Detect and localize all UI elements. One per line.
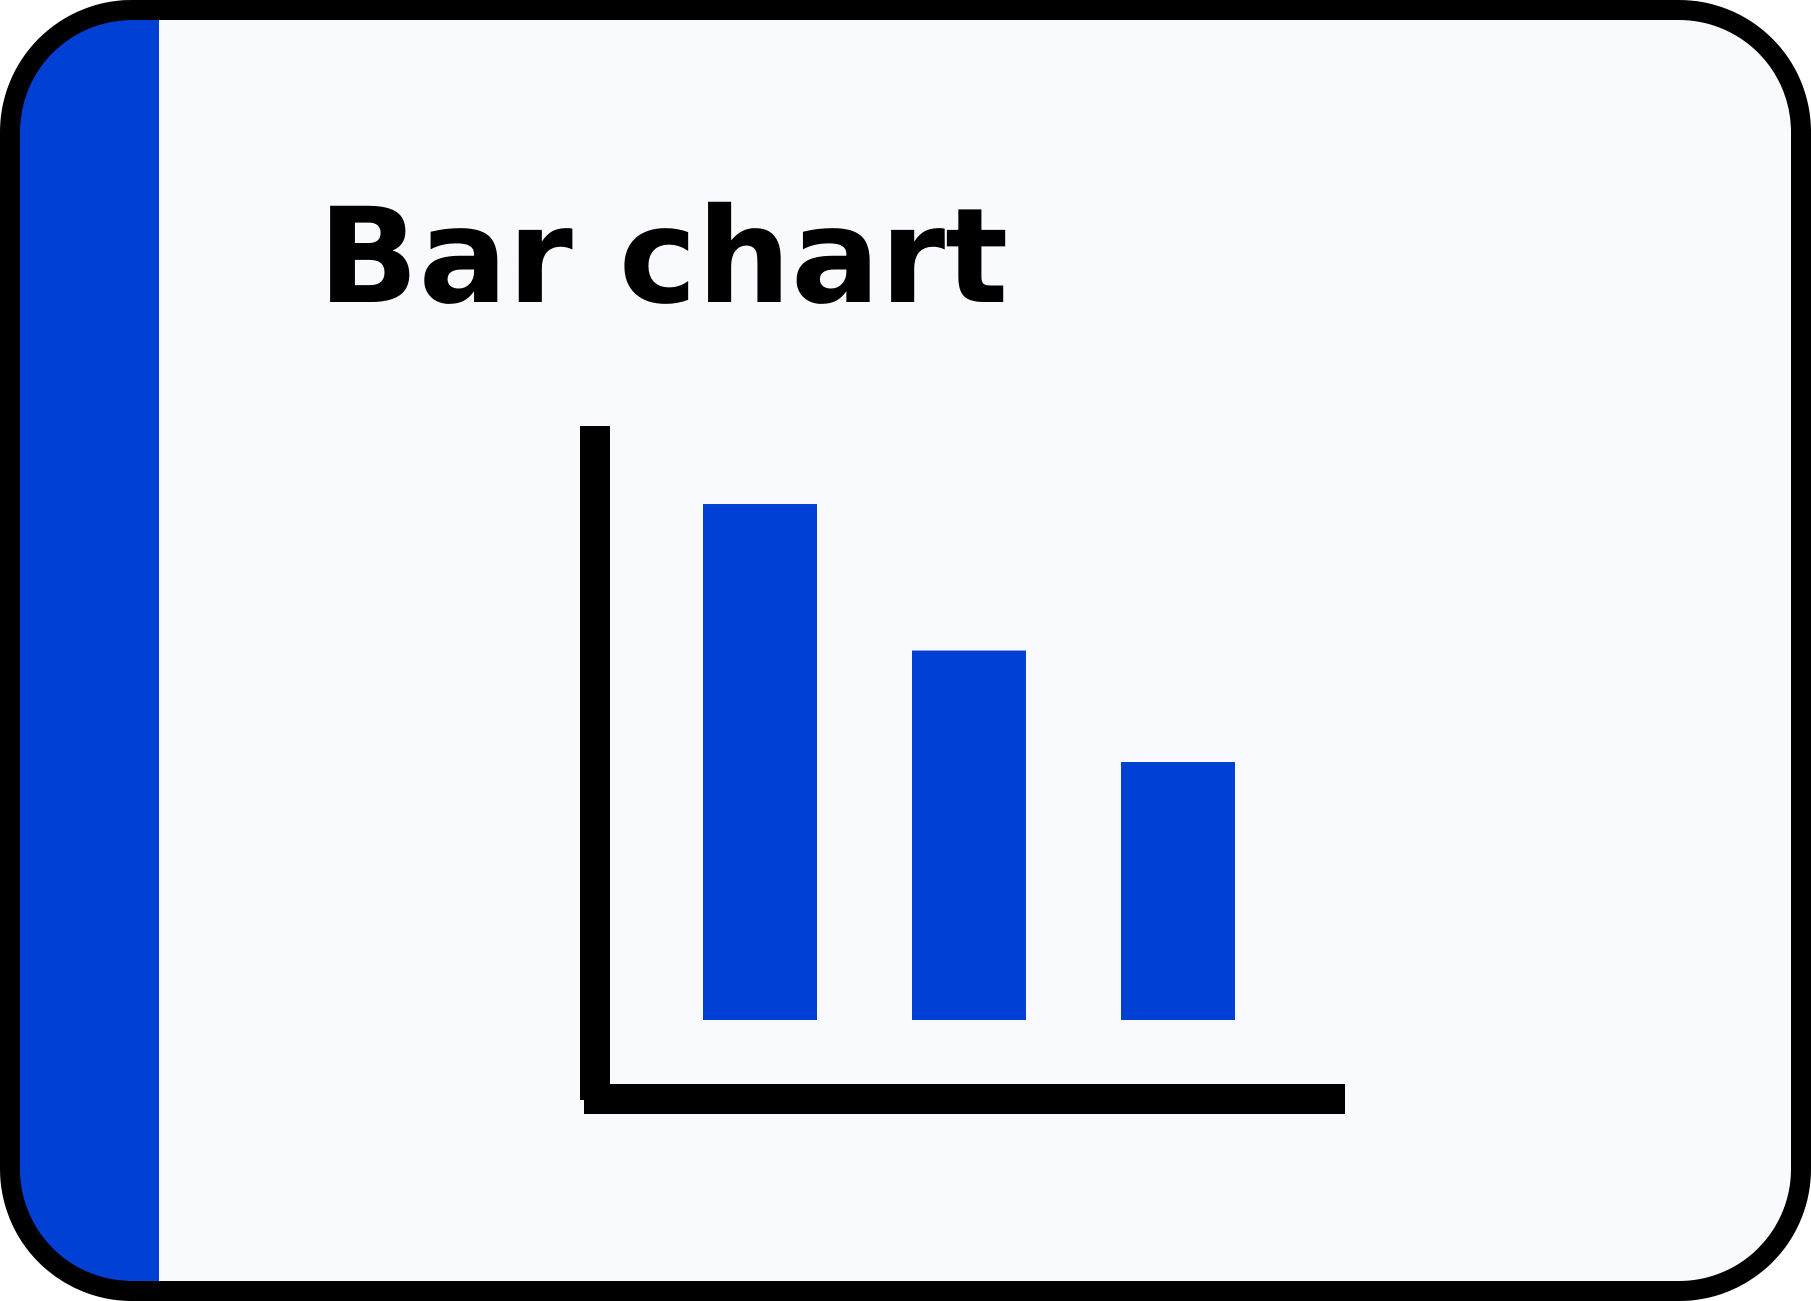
card-title: Bar chart [318, 180, 1008, 334]
card-background [10, 10, 1801, 1291]
bar-3 [1121, 762, 1235, 1020]
bar-series [703, 504, 1235, 1020]
bar-2 [912, 650, 1026, 1020]
bar-1 [703, 504, 817, 1020]
accent-strip [10, 10, 159, 1291]
